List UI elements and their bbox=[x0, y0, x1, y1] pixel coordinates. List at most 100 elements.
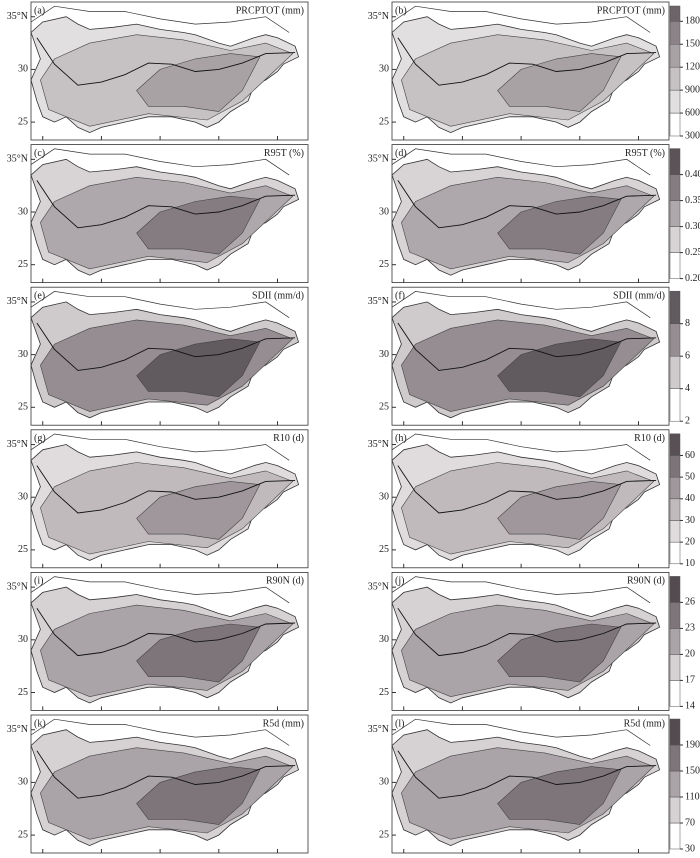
contour-area bbox=[497, 195, 622, 255]
colorbar-segment bbox=[669, 355, 681, 389]
panel-label: (k) bbox=[34, 718, 46, 729]
y-tick-label: 30 bbox=[18, 492, 28, 503]
y-tick-label: 35°N bbox=[7, 11, 28, 22]
panel-title: R5d (mm) bbox=[624, 718, 665, 729]
y-tick-label: 25 bbox=[379, 402, 389, 413]
colorbar-segment bbox=[669, 520, 681, 543]
panel-label: (f) bbox=[395, 290, 405, 301]
colorbar-segment bbox=[669, 112, 681, 137]
colorbar-segment bbox=[669, 654, 681, 681]
y-tick-label: 25 bbox=[379, 259, 389, 270]
border bbox=[30, 718, 290, 746]
river bbox=[397, 465, 657, 514]
colorbar-segment bbox=[669, 680, 681, 707]
colorbar-segment bbox=[669, 252, 681, 279]
colorbar-segment bbox=[669, 541, 681, 565]
panel-title: R95T (%) bbox=[625, 148, 665, 159]
y-tick-label: 30 bbox=[18, 206, 28, 217]
colorbar-tick-label: 0.40 bbox=[685, 169, 700, 180]
panel-label: (h) bbox=[395, 433, 407, 444]
panel-frame bbox=[391, 144, 670, 284]
colorbar-tick-label: 10 bbox=[685, 558, 695, 569]
colorbar-segment bbox=[669, 174, 681, 201]
colorbar-tick-label: 190 bbox=[685, 739, 700, 750]
panel-frame bbox=[30, 1, 309, 141]
y-tick-label: 25 bbox=[18, 544, 28, 555]
colorbar-segment bbox=[669, 226, 681, 253]
border bbox=[30, 291, 290, 318]
map-panel: (h) R10 (d) 35°N 30 25 bbox=[368, 429, 670, 569]
colorbar-segment bbox=[669, 433, 681, 456]
border bbox=[30, 148, 290, 176]
map-panel: (b) PRCPTOT (mm) 35°N 30 25 bbox=[368, 1, 670, 141]
map-panel: (k)R5d (mm)35°N3025100105110115120°E bbox=[7, 714, 309, 858]
border bbox=[391, 433, 651, 461]
contour-area bbox=[497, 481, 622, 540]
colorbar-segment bbox=[669, 498, 681, 521]
colorbar-tick-label: 23 bbox=[685, 623, 695, 634]
colorbar-segment bbox=[669, 21, 681, 45]
colorbar-segment bbox=[669, 476, 681, 500]
y-tick-label: 25 bbox=[18, 116, 28, 127]
panel-frame bbox=[391, 429, 670, 569]
colorbar-tick-label: 20 bbox=[685, 649, 695, 660]
colorbar-tick-label: 0.30 bbox=[685, 221, 700, 232]
panel-frame bbox=[30, 144, 309, 284]
river bbox=[397, 607, 657, 657]
y-tick-label: 25 bbox=[379, 829, 389, 840]
colorbar: 30 70 110 150 190 bbox=[669, 718, 700, 854]
colorbar-tick-label: 6 bbox=[685, 350, 690, 361]
colorbar-segment bbox=[669, 628, 681, 655]
y-tick-label: 25 bbox=[18, 402, 28, 413]
river bbox=[36, 322, 296, 371]
colorbar-tick-label: 40 bbox=[685, 493, 695, 504]
y-tick-label: 35°N bbox=[368, 11, 389, 22]
river bbox=[397, 37, 657, 86]
colorbar-tick-label: 0.25 bbox=[685, 247, 700, 258]
border bbox=[391, 718, 651, 746]
panel-title: R95T (%) bbox=[264, 148, 304, 159]
colorbar-segment bbox=[669, 66, 681, 91]
colorbar-segment bbox=[669, 744, 681, 772]
y-tick-label: 35°N bbox=[368, 439, 389, 450]
colorbar-segment bbox=[669, 718, 681, 746]
colorbar-segment bbox=[669, 148, 681, 175]
contour-area bbox=[497, 766, 622, 825]
colorbar: 10 20 30 40 50 60 bbox=[669, 433, 695, 569]
contour-area bbox=[497, 338, 622, 398]
map-panel: (l)R5d (mm)35°N3025100105110115120°E bbox=[368, 714, 670, 858]
border bbox=[30, 433, 290, 461]
map-panel: (e) SDII (mm/d) 35°N 30 25 bbox=[7, 286, 309, 426]
panel-title: R90N (d) bbox=[266, 576, 304, 587]
y-tick-label: 30 bbox=[379, 634, 389, 645]
colorbar: 2 4 6 8 bbox=[669, 290, 690, 426]
panel-title: SDII (mm/d) bbox=[252, 290, 304, 301]
river bbox=[397, 750, 657, 799]
panel-frame bbox=[30, 714, 309, 854]
colorbar-tick-label: 300 bbox=[685, 130, 700, 141]
panel-label: (c) bbox=[34, 148, 45, 159]
river bbox=[36, 465, 296, 514]
contour-area bbox=[136, 766, 261, 825]
colorbar-segment bbox=[669, 323, 681, 357]
map-panel: (f) SDII (mm/d) 35°N 30 25 bbox=[368, 286, 670, 426]
y-tick-label: 35°N bbox=[368, 296, 389, 307]
colorbar-segment bbox=[669, 455, 681, 478]
panel-title: PRCPTOT (mm) bbox=[236, 5, 304, 16]
colorbar-tick-label: 0.20 bbox=[685, 273, 700, 284]
colorbar-segment bbox=[669, 89, 681, 114]
colorbar-tick-label: 50 bbox=[685, 471, 695, 482]
colorbar-segment bbox=[669, 576, 681, 603]
y-tick-label: 30 bbox=[379, 206, 389, 217]
colorbar-segment bbox=[669, 200, 681, 227]
panel-title: PRCPTOT (mm) bbox=[597, 5, 665, 16]
panel-label: (l) bbox=[395, 718, 404, 729]
panel-title: R10 (d) bbox=[273, 433, 304, 444]
panel-label: (a) bbox=[34, 5, 45, 16]
contour-area bbox=[136, 623, 261, 683]
panel-label: (b) bbox=[395, 5, 407, 16]
y-tick-label: 25 bbox=[379, 544, 389, 555]
